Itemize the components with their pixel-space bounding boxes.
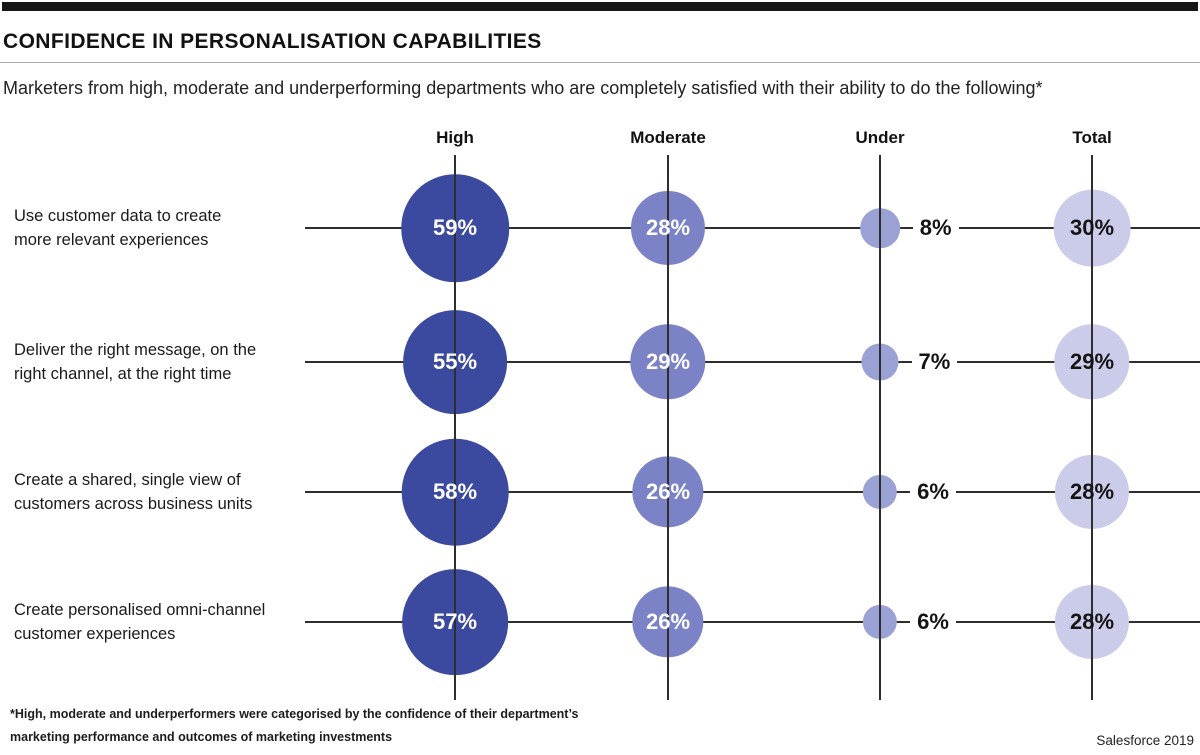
row-label-line: Use customer data to create bbox=[14, 207, 222, 225]
row-label: Create a shared, single view of customers… bbox=[14, 468, 252, 516]
column-gridline bbox=[879, 155, 881, 700]
row-gridline bbox=[305, 491, 1200, 493]
chart-subtitle: Marketers from high, moderate and underp… bbox=[3, 78, 1043, 98]
column-header-high: High bbox=[436, 128, 474, 147]
bubble-value-label: 29% bbox=[1069, 349, 1115, 374]
bubble-value-label: 28% bbox=[1069, 609, 1115, 634]
bubble-value-label: 59% bbox=[432, 215, 478, 240]
row-label: Create personalised omni-channel customer… bbox=[14, 598, 265, 646]
column-gridline bbox=[667, 155, 669, 700]
bubble-value-label: 57% bbox=[432, 609, 478, 634]
row-gridline bbox=[305, 621, 1200, 623]
bubble-value-label: 26% bbox=[645, 479, 691, 504]
row-label: Deliver the right message, on the right c… bbox=[14, 338, 256, 386]
row-gridline bbox=[305, 361, 1200, 363]
top-accent-bar bbox=[2, 2, 1198, 11]
bubble-value-label: 28% bbox=[645, 215, 691, 240]
bubble-value-label: 6% bbox=[910, 609, 956, 635]
row-label: Use customer data to create more relevant… bbox=[14, 204, 221, 252]
bubble-value-label: 26% bbox=[645, 609, 691, 634]
column-header-under: Under bbox=[855, 128, 905, 147]
row-label-line: Create a shared, single view of bbox=[14, 471, 241, 489]
bubble-value-label: 55% bbox=[432, 349, 478, 374]
row-label-line: right channel, at the right time bbox=[14, 365, 232, 383]
column-header-total: Total bbox=[1072, 128, 1112, 147]
bubble-value-label: 29% bbox=[645, 349, 691, 374]
column-gridline bbox=[1091, 155, 1093, 700]
source-credit: Salesforce 2019 bbox=[1096, 733, 1194, 748]
footnote-line: marketing performance and outcomes of ma… bbox=[10, 730, 393, 744]
row-label-line: customer experiences bbox=[14, 625, 176, 643]
bubble-value-label: 6% bbox=[910, 479, 956, 505]
title-divider bbox=[0, 62, 1200, 63]
footnote: *High, moderate and underperformers were… bbox=[10, 703, 578, 749]
column-header-moderate: Moderate bbox=[630, 128, 706, 147]
page-title: CONFIDENCE IN PERSONALISATION CAPABILITI… bbox=[3, 30, 542, 53]
row-label-line: Deliver the right message, on the bbox=[14, 341, 257, 359]
bubble-value-label: 28% bbox=[1069, 479, 1115, 504]
footnote-line: *High, moderate and underperformers were… bbox=[10, 707, 579, 721]
bubble-value-label: 8% bbox=[912, 215, 959, 241]
row-gridline bbox=[305, 227, 1200, 229]
bubble-value-label: 58% bbox=[432, 479, 478, 504]
row-label-line: customers across business units bbox=[14, 495, 253, 513]
bubble-value-label: 7% bbox=[911, 349, 958, 375]
column-gridline bbox=[454, 155, 456, 700]
bubble-value-label: 30% bbox=[1069, 215, 1115, 240]
row-label-line: Create personalised omni-channel bbox=[14, 601, 266, 619]
row-label-line: more relevant experiences bbox=[14, 231, 209, 249]
